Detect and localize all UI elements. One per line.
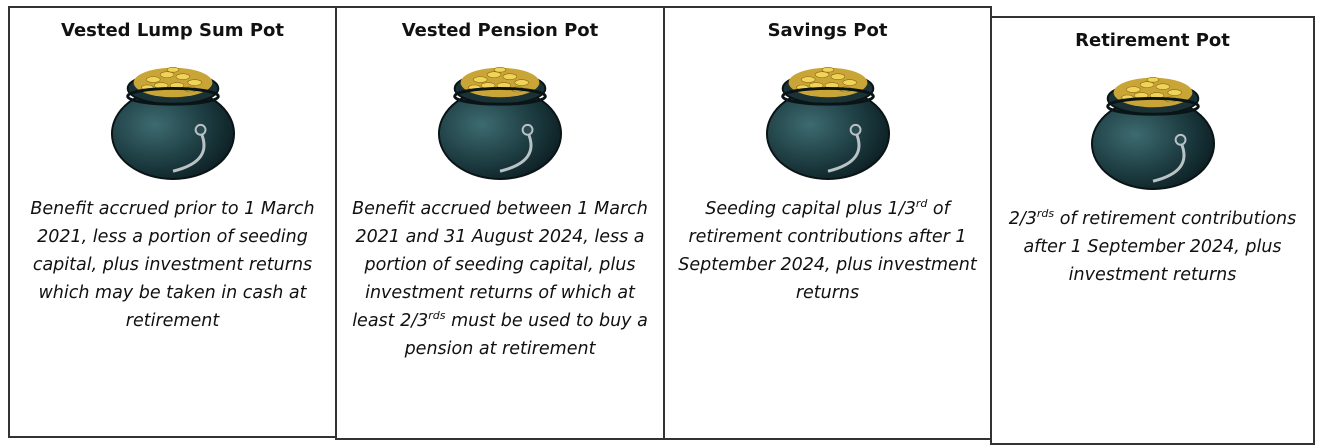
pot-title: Vested Pension Pot — [337, 20, 663, 41]
page: Vested Lump Sum Pot Benefit accrued prior… — [0, 0, 1328, 445]
pot-box: Vested Lump Sum Pot Benefit accrued prior… — [8, 6, 337, 438]
superscript: rds — [428, 309, 445, 322]
superscript: rd — [916, 197, 928, 210]
pot-box: Savings Pot Seeding capital plus 1/3rd of… — [663, 6, 992, 440]
pot-description: 2/3rds of retirement contributions after… — [1002, 205, 1303, 289]
pot-box: Retirement Pot 2/3rds of retirement contr… — [990, 16, 1315, 445]
pot-icon — [1083, 63, 1223, 191]
pot-icon — [430, 53, 570, 181]
description-text: Seeding capital plus 1/3 — [705, 199, 916, 219]
pot-description: Seeding capital plus 1/3rd of retirement… — [675, 195, 980, 307]
pot-title: Savings Pot — [665, 20, 990, 41]
pot-box: Vested Pension Pot Benefit accrued betwee… — [335, 6, 665, 440]
pot-icon — [103, 53, 243, 181]
description-text: Benefit accrued prior to 1 March 2021, l… — [30, 199, 314, 331]
pot-icon — [758, 53, 898, 181]
superscript: rds — [1037, 207, 1054, 220]
pot-description: Benefit accrued prior to 1 March 2021, l… — [20, 195, 325, 335]
pot-title: Vested Lump Sum Pot — [10, 20, 335, 41]
description-text: of retirement contributions after 1 Sept… — [1023, 209, 1296, 285]
description-text: 2/3 — [1009, 209, 1037, 229]
pot-title: Retirement Pot — [992, 30, 1313, 51]
pot-description: Benefit accrued between 1 March 2021 and… — [347, 195, 653, 363]
